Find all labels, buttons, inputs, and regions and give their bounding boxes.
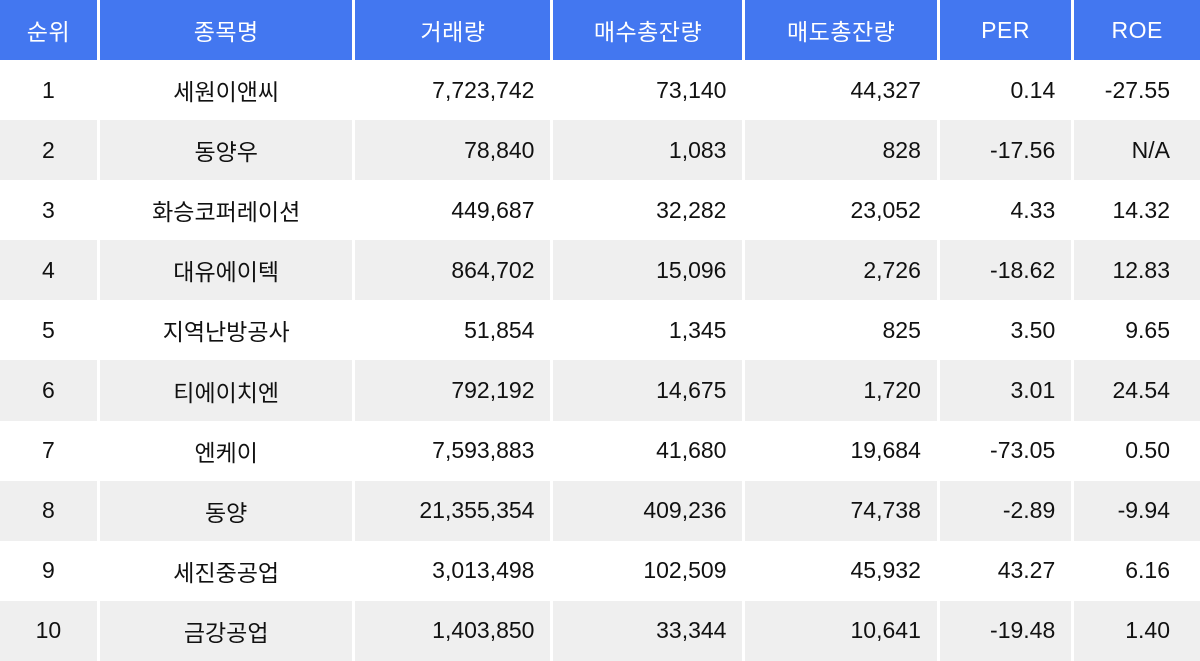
- roe-cell: N/A: [1131, 136, 1170, 163]
- volume-cell: 7,723,742: [353, 60, 554, 121]
- per-cell: 43.27: [938, 540, 1075, 601]
- per-cell: -17.56: [938, 120, 1075, 181]
- buy-total-remaining-cell: 32,282: [551, 180, 746, 241]
- per-cell: 4.33: [938, 180, 1075, 241]
- table-row: 9 세진중공업 3,013,498 102,509 45,932 43.27 6…: [0, 540, 1200, 601]
- sell-total-remaining-cell: 19,684: [743, 420, 940, 481]
- rank-cell: 4: [0, 240, 100, 301]
- volume-cell: 792,192: [353, 360, 554, 421]
- buy-total-remaining-cell: 14,675: [551, 360, 746, 421]
- rank-cell: 2: [0, 120, 100, 181]
- buy-total-remaining-cell: 409,236: [551, 480, 746, 541]
- column-header-per: PER: [938, 0, 1075, 60]
- table-row: 10 금강공업 1,403,850 33,344 10,641 -19.48 1…: [0, 600, 1200, 661]
- volume-cell: 7,593,883: [353, 420, 554, 481]
- sell-total-remaining-cell: 44,327: [743, 60, 940, 121]
- buy-total-remaining-cell: 1,345: [551, 300, 746, 361]
- column-header-sell-total-remaining: 매도총잔량: [743, 0, 940, 60]
- sell-total-remaining-cell: 74,738: [743, 480, 940, 541]
- roe-cell: -9.94: [1117, 497, 1170, 524]
- per-cell: -18.62: [938, 240, 1075, 301]
- per-cell: 3.50: [938, 300, 1075, 361]
- column-header-roe: ROE: [1072, 0, 1200, 60]
- sell-total-remaining-cell: 45,932: [743, 540, 940, 601]
- rank-cell: 8: [0, 480, 100, 541]
- per-cell: 0.14: [938, 60, 1075, 121]
- volume-cell: 1,403,850: [353, 600, 554, 661]
- volume-cell: 78,840: [353, 120, 554, 181]
- rank-cell: 5: [0, 300, 100, 361]
- rank-cell: 1: [0, 60, 100, 121]
- stock-name-cell: 세원이앤씨: [98, 60, 356, 121]
- roe-cell: -27.55: [1104, 76, 1170, 103]
- volume-cell: 51,854: [353, 300, 554, 361]
- volume-cell: 3,013,498: [353, 540, 554, 601]
- table-row: 7 엔케이 7,593,883 41,680 19,684 -73.05 0.5…: [0, 420, 1200, 481]
- roe-cell: 24.54: [1112, 377, 1170, 404]
- stock-name-cell: 엔케이: [98, 420, 356, 481]
- roe-cell: 1.40: [1125, 617, 1170, 644]
- volume-cell: 449,687: [353, 180, 554, 241]
- table-row: 2 동양우 78,840 1,083 828 -17.56 N/A: [0, 120, 1200, 181]
- rank-cell: 9: [0, 540, 100, 601]
- per-cell: 3.01: [938, 360, 1075, 421]
- roe-cell: 9.65: [1125, 316, 1170, 343]
- column-header-volume: 거래량: [353, 0, 554, 60]
- buy-total-remaining-cell: 102,509: [551, 540, 746, 601]
- header-row: 순위 종목명 거래량 매수총잔량 매도총잔량 PER ROE: [0, 0, 1200, 60]
- stock-name-cell: 동양우: [98, 120, 356, 181]
- buy-total-remaining-cell: 15,096: [551, 240, 746, 301]
- stock-name-cell: 지역난방공사: [98, 300, 356, 361]
- per-cell: -19.48: [938, 600, 1075, 661]
- volume-cell: 21,355,354: [353, 480, 554, 541]
- table-row: 3 화승코퍼레이션 449,687 32,282 23,052 4.33 14.…: [0, 180, 1200, 241]
- per-cell: -2.89: [938, 480, 1075, 541]
- volume-cell: 864,702: [353, 240, 554, 301]
- sell-total-remaining-cell: 23,052: [743, 180, 940, 241]
- sell-total-remaining-cell: 828: [743, 120, 940, 181]
- rank-cell: 10: [0, 600, 100, 661]
- table-row: 8 동양 21,355,354 409,236 74,738 -2.89 -9.…: [0, 480, 1200, 541]
- sell-total-remaining-cell: 825: [743, 300, 940, 361]
- rank-cell: 6: [0, 360, 100, 421]
- column-header-rank: 순위: [0, 0, 100, 60]
- buy-total-remaining-cell: 41,680: [551, 420, 746, 481]
- table-row: 6 티에이치엔 792,192 14,675 1,720 3.01 24.54: [0, 360, 1200, 421]
- rank-cell: 7: [0, 420, 100, 481]
- stock-name-cell: 대유에이텍: [98, 240, 356, 301]
- sell-total-remaining-cell: 10,641: [743, 600, 940, 661]
- sell-total-remaining-cell: 2,726: [743, 240, 940, 301]
- stock-name-cell: 금강공업: [98, 600, 356, 661]
- roe-cell: 14.32: [1112, 196, 1170, 223]
- table-row: 4 대유에이텍 864,702 15,096 2,726 -18.62 12.8…: [0, 240, 1200, 301]
- stock-name-cell: 동양: [98, 480, 356, 541]
- column-header-stock-name: 종목명: [98, 0, 356, 60]
- stock-name-cell: 세진중공업: [98, 540, 356, 601]
- buy-total-remaining-cell: 1,083: [551, 120, 746, 181]
- buy-total-remaining-cell: 73,140: [551, 60, 746, 121]
- roe-cell: 12.83: [1112, 256, 1170, 283]
- stock-name-cell: 티에이치엔: [98, 360, 356, 421]
- rank-cell: 3: [0, 180, 100, 241]
- sell-total-remaining-cell: 1,720: [743, 360, 940, 421]
- table-row: 1 세원이앤씨 7,723,742 73,140 44,327 0.14 -27…: [0, 60, 1200, 121]
- stock-name-cell: 화승코퍼레이션: [98, 180, 356, 241]
- per-cell: -73.05: [938, 420, 1075, 481]
- roe-cell: 6.16: [1125, 557, 1170, 584]
- table-row: 5 지역난방공사 51,854 1,345 825 3.50 9.65: [0, 300, 1200, 361]
- roe-cell: 0.50: [1125, 437, 1170, 464]
- buy-total-remaining-cell: 33,344: [551, 600, 746, 661]
- column-header-buy-total-remaining: 매수총잔량: [551, 0, 746, 60]
